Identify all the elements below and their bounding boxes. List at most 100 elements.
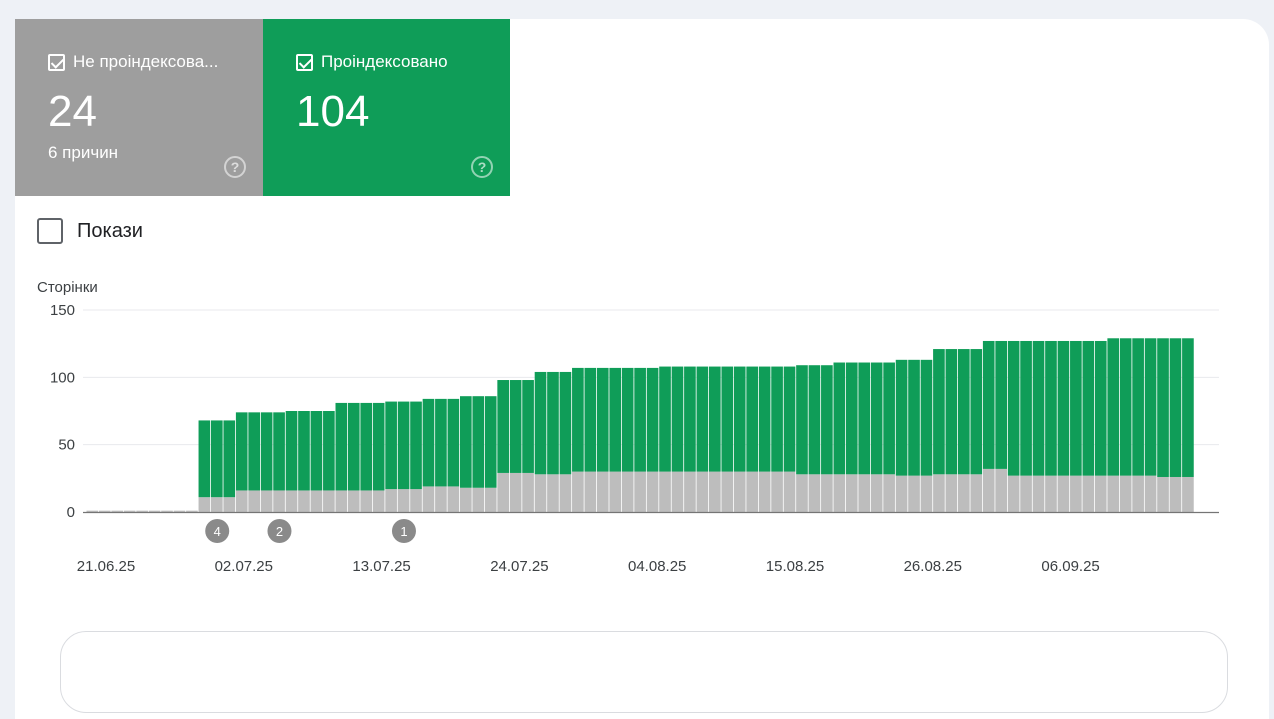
- bar-indexed: [733, 366, 746, 472]
- bar-indexed: [621, 367, 634, 472]
- bar-indexed: [298, 411, 310, 491]
- x-tick-label: 24.07.25: [490, 558, 548, 575]
- bar-not-indexed: [273, 490, 285, 512]
- bar-indexed: [1132, 338, 1144, 476]
- bar-indexed: [908, 359, 920, 476]
- pages-chart: Сторінки 150 100 50 0 4 2 1 21.06.25 02.07.25 13.0…: [37, 279, 1219, 575]
- bar-indexed: [1020, 340, 1032, 476]
- bar-not-indexed: [360, 490, 373, 512]
- bar-not-indexed: [1057, 475, 1070, 512]
- bar-not-indexed: [596, 471, 609, 512]
- bar-not-indexed: [945, 474, 958, 512]
- bar-indexed: [472, 396, 485, 488]
- bar-not-indexed: [86, 510, 99, 512]
- bar-not-indexed: [161, 510, 173, 512]
- bar-not-indexed: [1132, 475, 1144, 512]
- help-icon[interactable]: ?: [224, 156, 246, 178]
- y-tick-label: 100: [50, 369, 75, 386]
- bar-indexed: [870, 362, 883, 475]
- impressions-toggle[interactable]: Покази: [37, 218, 143, 244]
- indexed-tile[interactable]: Проіндексовано 104 ?: [263, 19, 510, 196]
- bar-not-indexed: [136, 510, 148, 512]
- x-tick-label: 06.09.25: [1041, 558, 1099, 575]
- bar-indexed: [1119, 338, 1132, 476]
- bar-indexed: [771, 366, 783, 472]
- bar-indexed: [958, 349, 970, 475]
- impressions-label: Покази: [77, 219, 143, 242]
- bar-not-indexed: [111, 510, 124, 512]
- bar-indexed: [522, 380, 534, 473]
- bar-not-indexed: [484, 487, 497, 512]
- bar-indexed: [248, 412, 260, 491]
- bar-indexed: [696, 366, 709, 472]
- summary-tiles: Не проіндексова... 24 6 причин ? Проінде…: [15, 19, 510, 196]
- bar-indexed: [198, 420, 211, 498]
- bar-not-indexed: [870, 474, 883, 512]
- bar-indexed: [634, 367, 646, 472]
- indexed-header: Проіндексовано: [296, 52, 448, 72]
- help-icon[interactable]: ?: [471, 156, 493, 178]
- bar-not-indexed: [709, 471, 721, 512]
- bar-indexed: [497, 380, 509, 473]
- bar-not-indexed: [235, 490, 248, 512]
- bar-indexed: [1070, 340, 1082, 476]
- annotation-label: 2: [276, 524, 283, 539]
- bar-not-indexed: [98, 510, 111, 512]
- bar-not-indexed: [410, 489, 422, 512]
- bar-indexed: [646, 367, 659, 472]
- x-tick-label: 15.08.25: [766, 558, 824, 575]
- bar-not-indexed: [323, 490, 335, 512]
- bar-indexed: [596, 367, 609, 472]
- x-tick-label: 21.06.25: [77, 558, 135, 575]
- annotation-marker: [205, 519, 230, 543]
- checkbox-checked-icon[interactable]: [296, 53, 313, 71]
- bar-not-indexed: [435, 486, 447, 512]
- bar-indexed: [323, 411, 335, 491]
- bar-not-indexed: [1045, 475, 1057, 512]
- bar-not-indexed: [1094, 475, 1107, 512]
- bar-indexed: [484, 396, 497, 488]
- bar-not-indexed: [186, 510, 198, 512]
- bar-indexed: [1157, 338, 1169, 477]
- bar-not-indexed: [646, 471, 659, 512]
- bar-not-indexed: [659, 471, 671, 512]
- bar-not-indexed: [534, 474, 547, 512]
- bar-indexed: [460, 396, 472, 488]
- bar-indexed: [285, 411, 298, 491]
- bar-not-indexed: [758, 471, 771, 512]
- bar-indexed: [982, 340, 995, 469]
- indexed-label: Проіндексовано: [321, 52, 448, 71]
- bar-not-indexed: [310, 490, 323, 512]
- bar-not-indexed: [472, 487, 485, 512]
- bar-indexed: [746, 366, 758, 472]
- bar-not-indexed: [460, 487, 472, 512]
- bar-indexed: [808, 365, 821, 475]
- bar-indexed: [347, 402, 360, 491]
- bar-not-indexed: [385, 489, 397, 512]
- bar-indexed: [1057, 340, 1070, 476]
- bar-not-indexed: [684, 471, 696, 512]
- bar-not-indexed: [1082, 475, 1095, 512]
- checkbox-unchecked-icon[interactable]: [37, 218, 63, 244]
- bar-indexed: [1045, 340, 1057, 476]
- bar-indexed: [310, 411, 323, 491]
- bar-indexed: [1082, 340, 1095, 476]
- bar-not-indexed: [1119, 475, 1132, 512]
- bar-indexed: [920, 359, 933, 476]
- bar-not-indexed: [833, 474, 846, 512]
- bar-indexed: [572, 367, 584, 472]
- checkbox-checked-icon[interactable]: [48, 53, 65, 71]
- bar-not-indexed: [260, 490, 273, 512]
- bar-not-indexed: [933, 474, 945, 512]
- not-indexed-tile[interactable]: Не проіндексова... 24 6 причин ?: [15, 19, 263, 196]
- bar-indexed: [211, 420, 223, 498]
- bar-not-indexed: [547, 474, 559, 512]
- bar-not-indexed: [347, 490, 360, 512]
- bar-indexed: [721, 366, 734, 472]
- bar-not-indexed: [211, 497, 223, 512]
- bar-not-indexed: [920, 475, 933, 512]
- bar-indexed: [372, 402, 385, 491]
- bar-not-indexed: [883, 474, 895, 512]
- bar-indexed: [796, 365, 808, 475]
- bar-not-indexed: [621, 471, 634, 512]
